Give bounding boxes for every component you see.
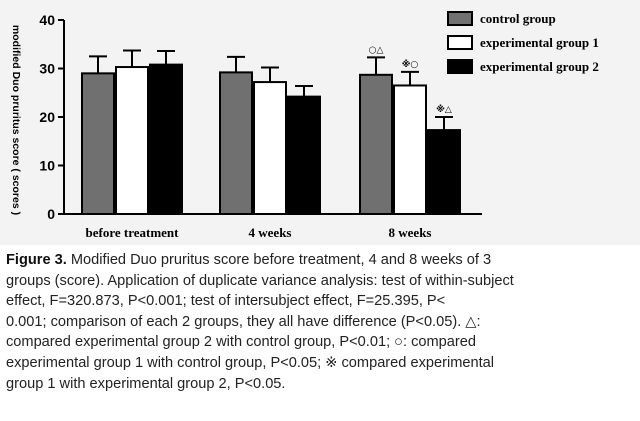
chart-bars: ○△ ※○ ※△ <box>81 45 461 216</box>
y-axis-title: modified Duo pruritus score ( scores ) <box>10 25 22 215</box>
bar <box>81 72 115 215</box>
y-tick-label: 30 <box>39 61 55 77</box>
y-tick-label: 0 <box>47 206 55 222</box>
caption-text-1: Modified Duo pruritus score before treat… <box>70 252 492 268</box>
caption-line-5: compared experimental group 2 with contr… <box>6 334 476 351</box>
significance-marker: ※○ <box>402 59 419 70</box>
bar <box>393 84 427 215</box>
figure-label: Figure 3. <box>6 252 67 268</box>
y-tick-label: 20 <box>39 109 55 125</box>
legend-swatch <box>447 35 473 50</box>
bar <box>287 95 321 215</box>
y-tick-label: 40 <box>39 12 55 28</box>
bar <box>427 129 461 215</box>
x-category-label: before treatment <box>85 225 179 240</box>
legend-swatch <box>447 11 473 26</box>
bar <box>115 66 149 215</box>
figure-caption: Figure 3. Modified Duo pruritus score be… <box>6 250 636 394</box>
caption-line-4: 0.001; comparison of each 2 groups, they… <box>6 313 481 330</box>
caption-line-1: Figure 3. Modified Duo pruritus score be… <box>6 250 636 271</box>
legend-label: experimental group 2 <box>480 59 599 74</box>
caption-line-6: experimental group 1 with control group,… <box>6 354 495 371</box>
x-category-label: 4 weeks <box>249 225 292 240</box>
bar-chart: 0 10 20 30 40 modified Duo pruritus score ( s… <box>10 11 599 240</box>
chart-area: 0 10 20 30 40 modified Duo pruritus score ( s… <box>0 0 640 245</box>
significance-marker: ※△ <box>436 104 452 115</box>
legend-label: control group <box>480 11 556 26</box>
caption-line-2: groups (score). Application of duplicate… <box>6 272 514 289</box>
bar <box>359 73 393 216</box>
y-tick-label: 10 <box>39 158 55 174</box>
bar <box>253 81 287 215</box>
significance-marker: ○△ <box>369 45 384 55</box>
x-category-label: 8 weeks <box>389 225 432 240</box>
bar <box>219 71 253 215</box>
caption-line-7: group 1 with experimental group 2, P<0.0… <box>6 375 286 392</box>
bar <box>149 63 183 216</box>
legend-swatch <box>447 59 473 74</box>
legend-label: experimental group 1 <box>480 35 599 50</box>
chart-legend: control group experimental group 1 experim… <box>447 11 599 74</box>
caption-line-3: effect, F=320.873, P<0.001; test of inte… <box>6 293 446 310</box>
